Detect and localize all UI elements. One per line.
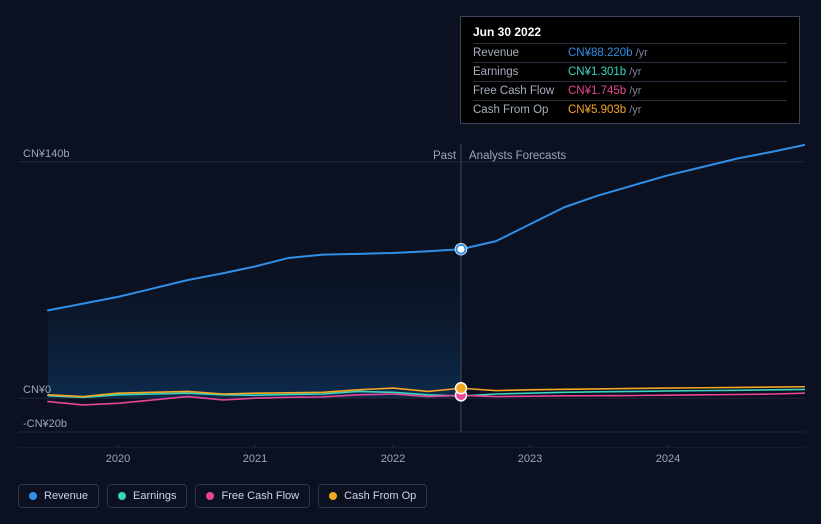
tooltip-row: RevenueCN¥88.220b/yr xyxy=(473,43,787,62)
y-axis-label: -CN¥20b xyxy=(23,418,67,430)
legend-dot xyxy=(329,492,337,500)
tooltip-row: Cash From OpCN¥5.903b/yr xyxy=(473,100,787,119)
legend-label: Cash From Op xyxy=(344,490,416,502)
legend-item-revenue[interactable]: Revenue xyxy=(18,484,99,508)
tooltip-metric-label: Earnings xyxy=(473,66,568,78)
legend-dot xyxy=(118,492,126,500)
past-section-label: Past xyxy=(433,150,456,162)
tooltip-metric-unit: /yr xyxy=(629,104,641,116)
tooltip-metric-label: Cash From Op xyxy=(473,104,568,116)
legend-dot xyxy=(29,492,37,500)
tooltip-metric-value: CN¥5.903b xyxy=(568,104,626,116)
legend-item-earnings[interactable]: Earnings xyxy=(107,484,187,508)
legend-item-free-cash-flow[interactable]: Free Cash Flow xyxy=(195,484,310,508)
tooltip-date: Jun 30 2022 xyxy=(473,25,787,43)
legend: Revenue Earnings Free Cash Flow Cash From O… xyxy=(18,484,427,508)
forecast-section-label: Analysts Forecasts xyxy=(469,150,566,162)
legend-dot xyxy=(206,492,214,500)
legend-label: Earnings xyxy=(133,490,176,502)
legend-item-cash-from-op[interactable]: Cash From Op xyxy=(318,484,427,508)
tooltip-metric-unit: /yr xyxy=(629,85,641,97)
x-axis-label: 2024 xyxy=(656,453,680,465)
tooltip-row: Free Cash FlowCN¥1.745b/yr xyxy=(473,81,787,100)
x-axis-label: 2021 xyxy=(243,453,267,465)
tooltip-row: EarningsCN¥1.301b/yr xyxy=(473,62,787,81)
y-axis-label: CN¥140b xyxy=(23,148,69,160)
tooltip-metric-label: Revenue xyxy=(473,47,568,59)
legend-label: Free Cash Flow xyxy=(221,490,299,502)
legend-label: Revenue xyxy=(44,490,88,502)
x-axis-label: 2020 xyxy=(106,453,130,465)
tooltip-metric-unit: /yr xyxy=(629,66,641,78)
x-axis-label: 2023 xyxy=(518,453,542,465)
tooltip-metric-unit: /yr xyxy=(636,47,648,59)
tooltip-metric-label: Free Cash Flow xyxy=(473,85,568,97)
tooltip: Jun 30 2022 RevenueCN¥88.220b/yrEarnings… xyxy=(460,16,800,124)
x-axis-label: 2022 xyxy=(381,453,405,465)
tooltip-metric-value: CN¥1.745b xyxy=(568,85,626,97)
y-axis-label: CN¥0 xyxy=(23,384,51,396)
tooltip-metric-value: CN¥88.220b xyxy=(568,47,633,59)
tooltip-metric-value: CN¥1.301b xyxy=(568,66,626,78)
